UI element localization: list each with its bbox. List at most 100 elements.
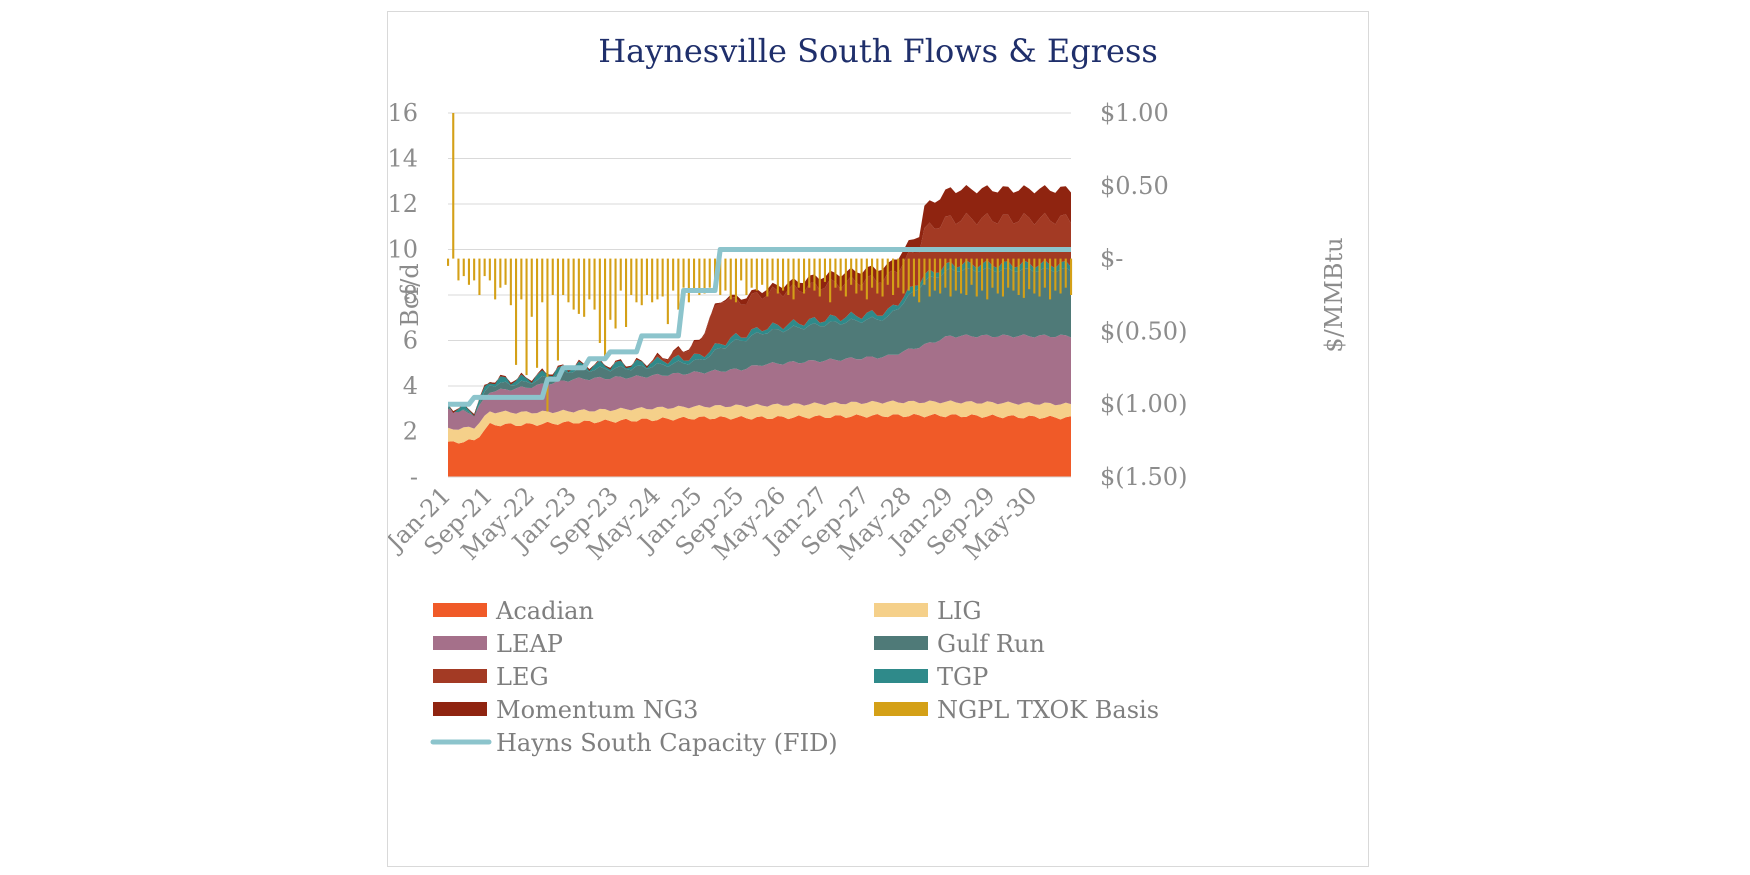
- basis-bar: [494, 258, 497, 300]
- basis-bar: [986, 258, 989, 300]
- y-tick-label: 2: [403, 418, 418, 446]
- basis-bar: [457, 258, 460, 281]
- basis-bar: [892, 258, 895, 295]
- basis-bar: [918, 258, 921, 303]
- basis-bar: [766, 258, 769, 297]
- basis-bar: [755, 258, 758, 291]
- basis-bar: [975, 258, 978, 297]
- basis-bar: [970, 258, 973, 285]
- basis-bar: [672, 258, 675, 291]
- legend-label-hayns-south-capacity-fid: Hayns South Capacity (FID): [496, 729, 838, 757]
- basis-bar: [787, 258, 790, 295]
- y-tick-label: -: [410, 463, 418, 491]
- basis-bar: [640, 258, 643, 306]
- legend-swatch-lig: [874, 603, 928, 617]
- basis-bar: [635, 258, 638, 303]
- stacked-areas: [448, 185, 1071, 477]
- basis-bar: [1064, 258, 1067, 288]
- basis-bar: [651, 258, 654, 303]
- basis-bar: [572, 258, 575, 310]
- basis-bar: [593, 258, 596, 310]
- basis-bar: [598, 258, 601, 343]
- basis-bar: [1059, 258, 1062, 294]
- basis-bar: [567, 258, 570, 303]
- basis-bar: [687, 258, 690, 303]
- y2-tick-label: $0.50: [1100, 172, 1169, 200]
- basis-bar: [588, 258, 591, 300]
- legend-label-ngpl-txok-basis: NGPL TXOK Basis: [937, 696, 1159, 724]
- basis-bar: [813, 258, 816, 291]
- basis-bar: [808, 258, 811, 288]
- basis-bar: [881, 258, 884, 297]
- basis-bar: [844, 258, 847, 297]
- basis-bar: [577, 258, 580, 314]
- y2-tick-label: $(0.50): [1100, 317, 1187, 345]
- basis-bar: [1007, 258, 1010, 288]
- basis-bar: [803, 258, 806, 294]
- basis-bar: [504, 258, 507, 285]
- area-momentum-ng3: [448, 185, 1071, 416]
- basis-bar: [1043, 258, 1046, 288]
- basis-bar: [981, 258, 984, 291]
- legend-label-leap: LEAP: [496, 630, 563, 658]
- basis-bar: [614, 258, 617, 329]
- area-acadian: [448, 413, 1071, 477]
- y-tick-label: 8: [403, 281, 418, 309]
- legend-swatch-acadian: [433, 603, 487, 617]
- basis-bar: [682, 258, 685, 288]
- basis-bar: [823, 258, 826, 282]
- basis-bar: [656, 258, 659, 300]
- basis-bar: [745, 258, 748, 295]
- basis-bar: [541, 258, 544, 303]
- basis-bar: [818, 258, 821, 297]
- basis-bar: [1070, 258, 1073, 295]
- basis-bar: [562, 258, 565, 295]
- basis-bar: [488, 258, 491, 281]
- basis-bar: [698, 258, 701, 295]
- y-tick-label: 12: [388, 190, 418, 218]
- chart-frame: Haynesville South Flows & Egress - 2 4 6 8 10…: [387, 11, 1369, 867]
- basis-bar: [525, 258, 528, 376]
- chart-title: Haynesville South Flows & Egress: [598, 32, 1158, 70]
- basis-bar: [625, 258, 628, 327]
- y-tick-label: 10: [388, 236, 418, 264]
- basis-bar: [912, 258, 915, 297]
- basis-bar: [865, 258, 868, 300]
- basis-bar: [583, 258, 586, 317]
- basis-bar: [604, 258, 607, 358]
- basis-bar: [729, 258, 732, 300]
- basis-bar: [829, 258, 832, 303]
- basis-bar: [467, 258, 470, 285]
- basis-bar: [834, 258, 837, 288]
- basis-bar: [761, 258, 764, 285]
- basis-bar: [902, 258, 905, 294]
- area-leap: [448, 334, 1071, 430]
- basis-bar: [991, 258, 994, 288]
- basis-bar: [1017, 258, 1020, 295]
- basis-bar: [855, 258, 858, 294]
- basis-bar: [1049, 258, 1052, 300]
- legend-swatch-tgp: [874, 669, 928, 683]
- basis-bar: [1033, 258, 1036, 294]
- legend-label-acadian: Acadian: [495, 597, 594, 625]
- basis-bars: [447, 113, 1073, 412]
- basis-bar: [499, 258, 502, 288]
- y2-tick-label: $-: [1100, 245, 1123, 273]
- y2-tick-label: $(1.50): [1100, 463, 1187, 491]
- basis-bar: [954, 258, 957, 291]
- basis-bar: [944, 258, 947, 288]
- basis-bar: [708, 258, 711, 288]
- legend-swatch-gulf-run: [874, 636, 928, 650]
- basis-bar: [1028, 258, 1031, 290]
- basis-bar: [645, 258, 648, 295]
- y2-axis-title: $/MMBtu: [1320, 237, 1348, 352]
- legend-label-gulf-run: Gulf Run: [937, 630, 1045, 658]
- area-gulf-run: [448, 267, 1071, 417]
- area-lig: [448, 400, 1071, 444]
- basis-bar: [666, 258, 669, 325]
- basis-bar: [515, 258, 518, 365]
- basis-bar: [839, 258, 842, 291]
- basis-bar: [782, 258, 785, 291]
- basis-bar: [949, 258, 952, 297]
- basis-bar: [860, 258, 863, 291]
